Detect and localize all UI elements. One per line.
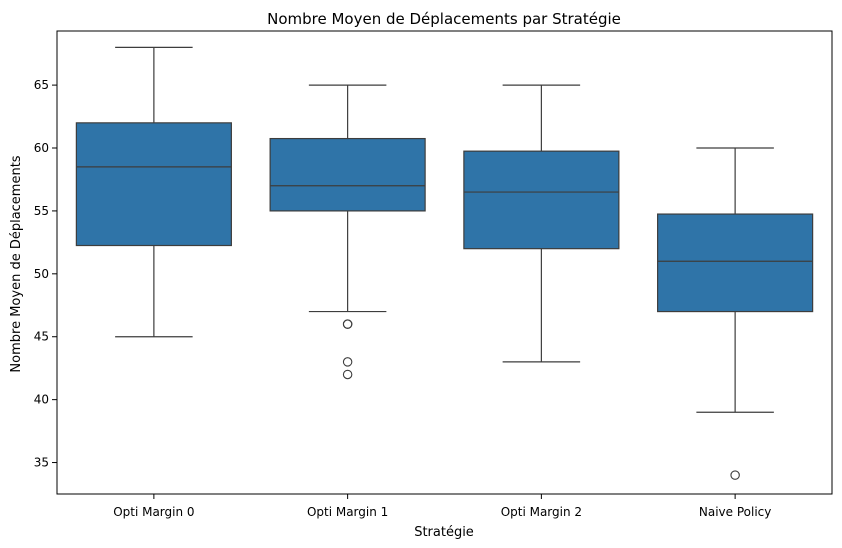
iqr-box [75, 122, 232, 247]
outlier-point [342, 369, 353, 380]
plot-frame [56, 30, 833, 495]
box-opti-margin-0 [75, 46, 232, 338]
outlier-point [730, 470, 740, 480]
box-opti-margin-2 [463, 84, 620, 363]
y-tick-label: 55 [34, 204, 49, 218]
x-tick-label: Opti Margin 2 [501, 505, 582, 519]
y-tick-label: 40 [34, 393, 49, 407]
y-tick-label: 50 [34, 267, 49, 281]
x-tick-label: Naive Policy [699, 505, 771, 519]
iqr-box [463, 150, 620, 250]
y-tick-label: 65 [34, 78, 49, 92]
x-tick-label: Opti Margin 1 [307, 505, 388, 519]
box-opti-margin-1 [269, 84, 426, 380]
box-naive-policy [657, 147, 814, 480]
plot-area: 35 40 45 50 55 60 65 Opti Margin 0 Opti Margin 1… [34, 46, 814, 519]
y-axis-label: Nombre Moyen de Déplacements [9, 155, 24, 372]
outlier-point [342, 319, 353, 329]
x-axis-label: Stratégie [414, 525, 474, 540]
outlier-point [342, 357, 353, 367]
iqr-box [657, 213, 814, 313]
y-tick-label: 60 [34, 141, 49, 155]
iqr-box [269, 137, 426, 212]
x-tick-label: Opti Margin 0 [113, 505, 194, 519]
y-tick-label: 35 [34, 456, 49, 470]
chart-title: Nombre Moyen de Déplacements par Stratég… [267, 10, 621, 28]
y-tick-label: 45 [34, 330, 49, 344]
